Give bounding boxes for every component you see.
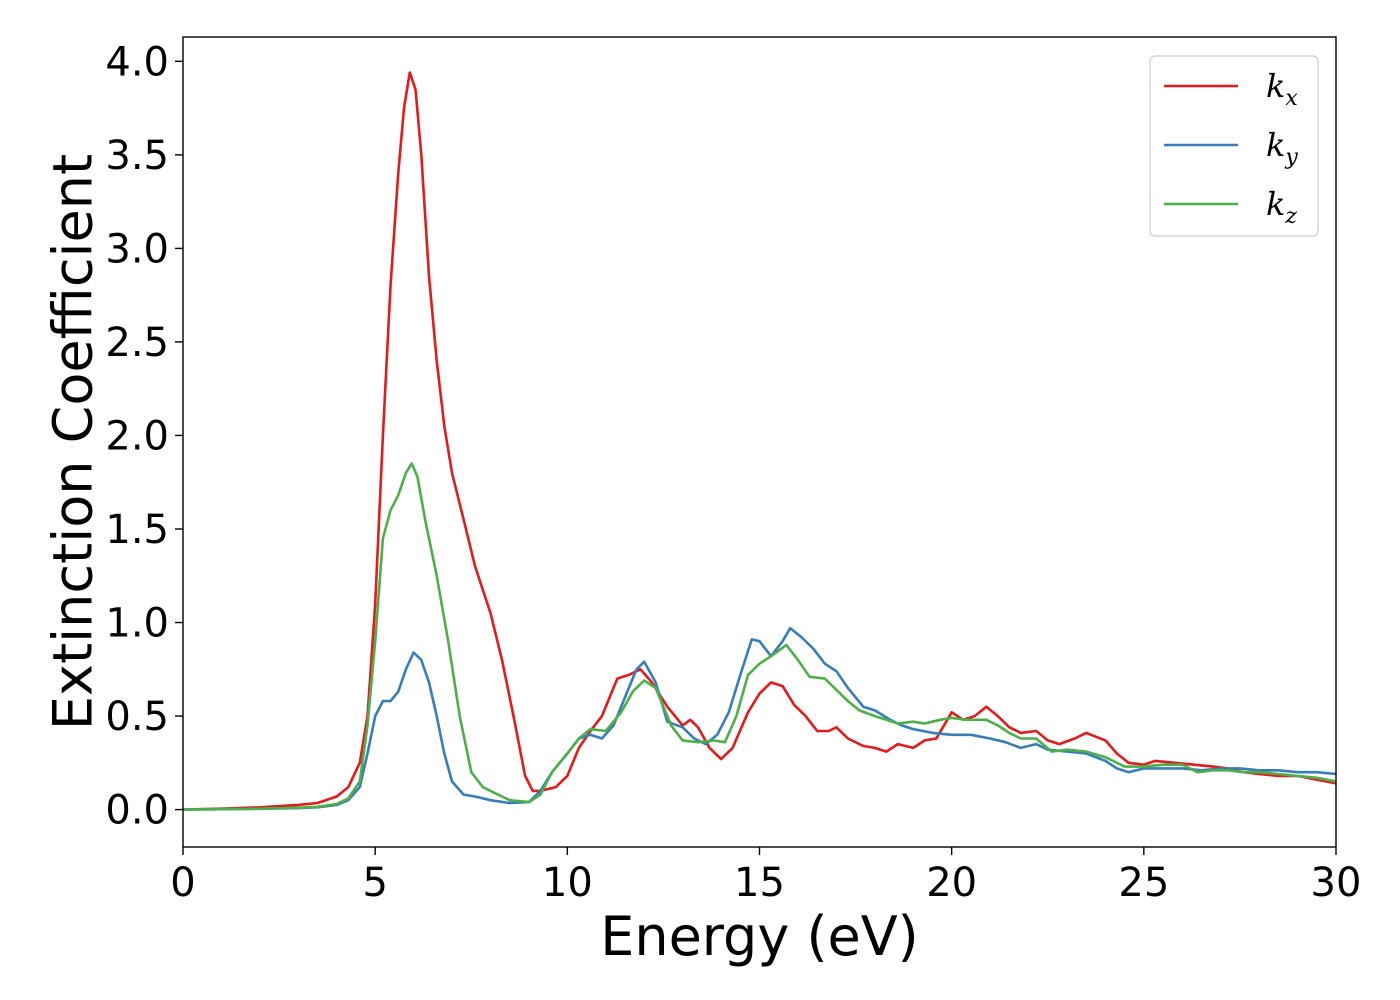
x-tick-label: 5 [362,860,387,906]
legend-label-kz: kz [1266,185,1297,229]
legend-label-kx: kx [1266,67,1298,111]
x-tick-label: 20 [926,860,977,906]
y-tick-label: 1.0 [105,601,169,647]
y-tick-label: 3.5 [105,133,169,179]
y-tick-label: 2.0 [105,413,169,459]
series-line-kz [183,462,1336,811]
y-tick-label: 2.5 [105,320,169,366]
y-axis-ticks: 0.0 0.5 1.0 1.5 2.0 2.5 3.0 3.5 4.0 [105,39,183,834]
x-tick-label: 10 [542,860,593,906]
legend-label-ky: ky [1266,126,1298,170]
y-tick-label: 3.0 [105,226,169,272]
x-tick-label: 25 [1118,860,1169,906]
y-tick-label: 0.0 [105,788,169,834]
y-tick-label: 0.5 [105,694,169,740]
x-tick-label: 15 [734,860,785,906]
legend: kx ky kz [1149,55,1319,237]
series-layer [183,71,1336,811]
y-axis-label: Extinction Coefficient [42,154,105,730]
x-tick-label: 30 [1311,860,1362,906]
series-line-kx [183,71,1336,811]
y-tick-label: 1.5 [105,507,169,553]
x-tick-label: 0 [170,860,195,906]
x-axis-ticks: 0 5 10 15 20 25 30 [170,847,1361,906]
y-tick-label: 4.0 [105,39,169,85]
series-line-ky [183,626,1336,811]
x-axis-label: Energy (eV) [600,905,919,968]
